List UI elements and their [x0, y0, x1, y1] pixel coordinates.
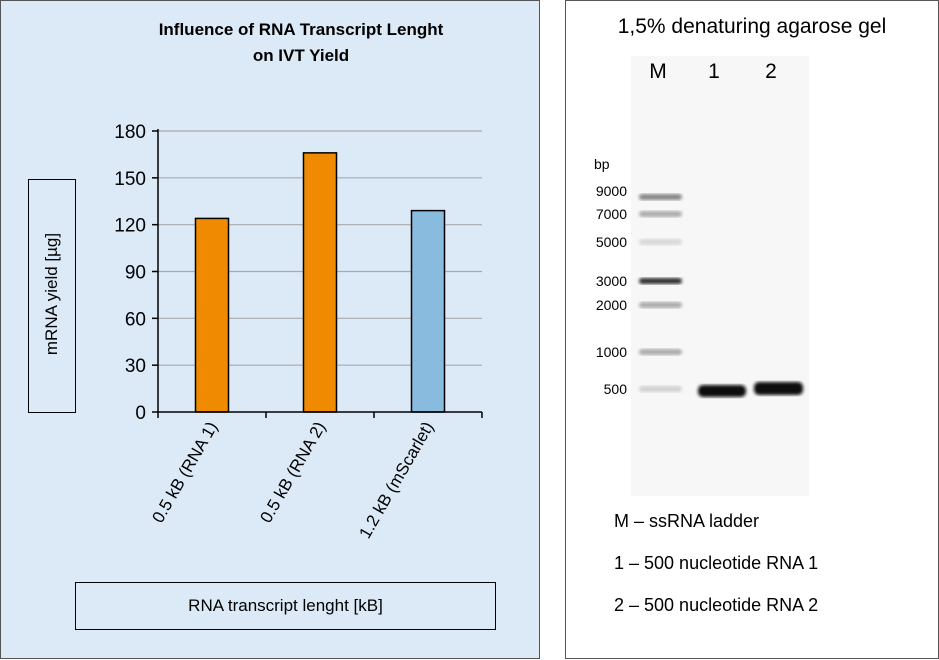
bar [302, 152, 338, 413]
ladder-band [639, 211, 682, 217]
x-tick-label: 1.2 kB (mScarlet) [355, 419, 437, 542]
y-tick-label: 90 [125, 263, 146, 284]
ladder-size-label: 7000 [596, 206, 627, 222]
ladder-band [639, 349, 682, 355]
ladder-size-label: 5000 [596, 234, 627, 250]
legend-lane-2: 2 – 500 nucleotide RNA 2 [614, 595, 819, 615]
y-tick-label: 60 [125, 309, 146, 330]
gel-image: M 1 2 bp 9000 7000 5000 3000 2000 1000 500 [594, 56, 809, 496]
ladder-size-label: 1000 [596, 344, 627, 360]
y-tick-label: 120 [114, 216, 146, 237]
ladder-band [639, 194, 682, 200]
bar [194, 217, 230, 413]
ladder-band [639, 278, 682, 284]
ladder-band [639, 239, 682, 245]
lane-label: M [649, 60, 667, 83]
x-axis-label: RNA transcript lenght [kB] [75, 582, 496, 630]
ladder-band [639, 386, 682, 392]
gel-background [631, 56, 809, 496]
lane-label: 2 [765, 60, 777, 83]
ladder-size-label: 9000 [596, 183, 627, 199]
unit-label: bp [594, 156, 610, 172]
ladder-size-label: 2000 [596, 297, 627, 313]
chart-panel: Influence of RNA Transcript Lenght on IV… [0, 0, 540, 659]
title-line-1: Influence of RNA Transcript Lenght [158, 20, 444, 39]
sample-band-lane-1 [698, 385, 746, 397]
y-tick-label: 150 [114, 169, 146, 190]
title-line-2: on IVT Yield [252, 46, 350, 65]
y-tick-label: 30 [125, 356, 146, 377]
bar [410, 209, 446, 413]
ladder-size-label: 3000 [596, 273, 627, 289]
gel-panel: 1,5% denaturing agarose gel M 1 2 bp 9000 700… [565, 0, 939, 659]
ladder-band [639, 302, 682, 308]
chart-title: Influence of RNA Transcript Lenght on IV… [91, 17, 511, 69]
y-axis-label-box: mRNA yield [µg] [28, 179, 76, 413]
y-tick-label: 0 [135, 403, 146, 424]
gel-title: 1,5% denaturing agarose gel [617, 15, 887, 38]
y-tick-label: 180 [114, 122, 146, 143]
legend-lane-1: 1 – 500 nucleotide RNA 1 [614, 553, 819, 573]
x-tick-label: 0.5 kB (RNA 1) [148, 419, 221, 527]
x-tick-label: 0.5 kB (RNA 2) [256, 419, 329, 527]
bar-chart: 0 30 60 90 120 150 180 0.5 kB (RNA 1) 0.5 kB (RN… [114, 122, 483, 542]
legend-ladder: M – ssRNA ladder [614, 511, 760, 531]
sample-band-lane-2 [754, 382, 803, 395]
ladder-size-label: 500 [604, 381, 628, 397]
lane-label: 1 [708, 60, 720, 83]
